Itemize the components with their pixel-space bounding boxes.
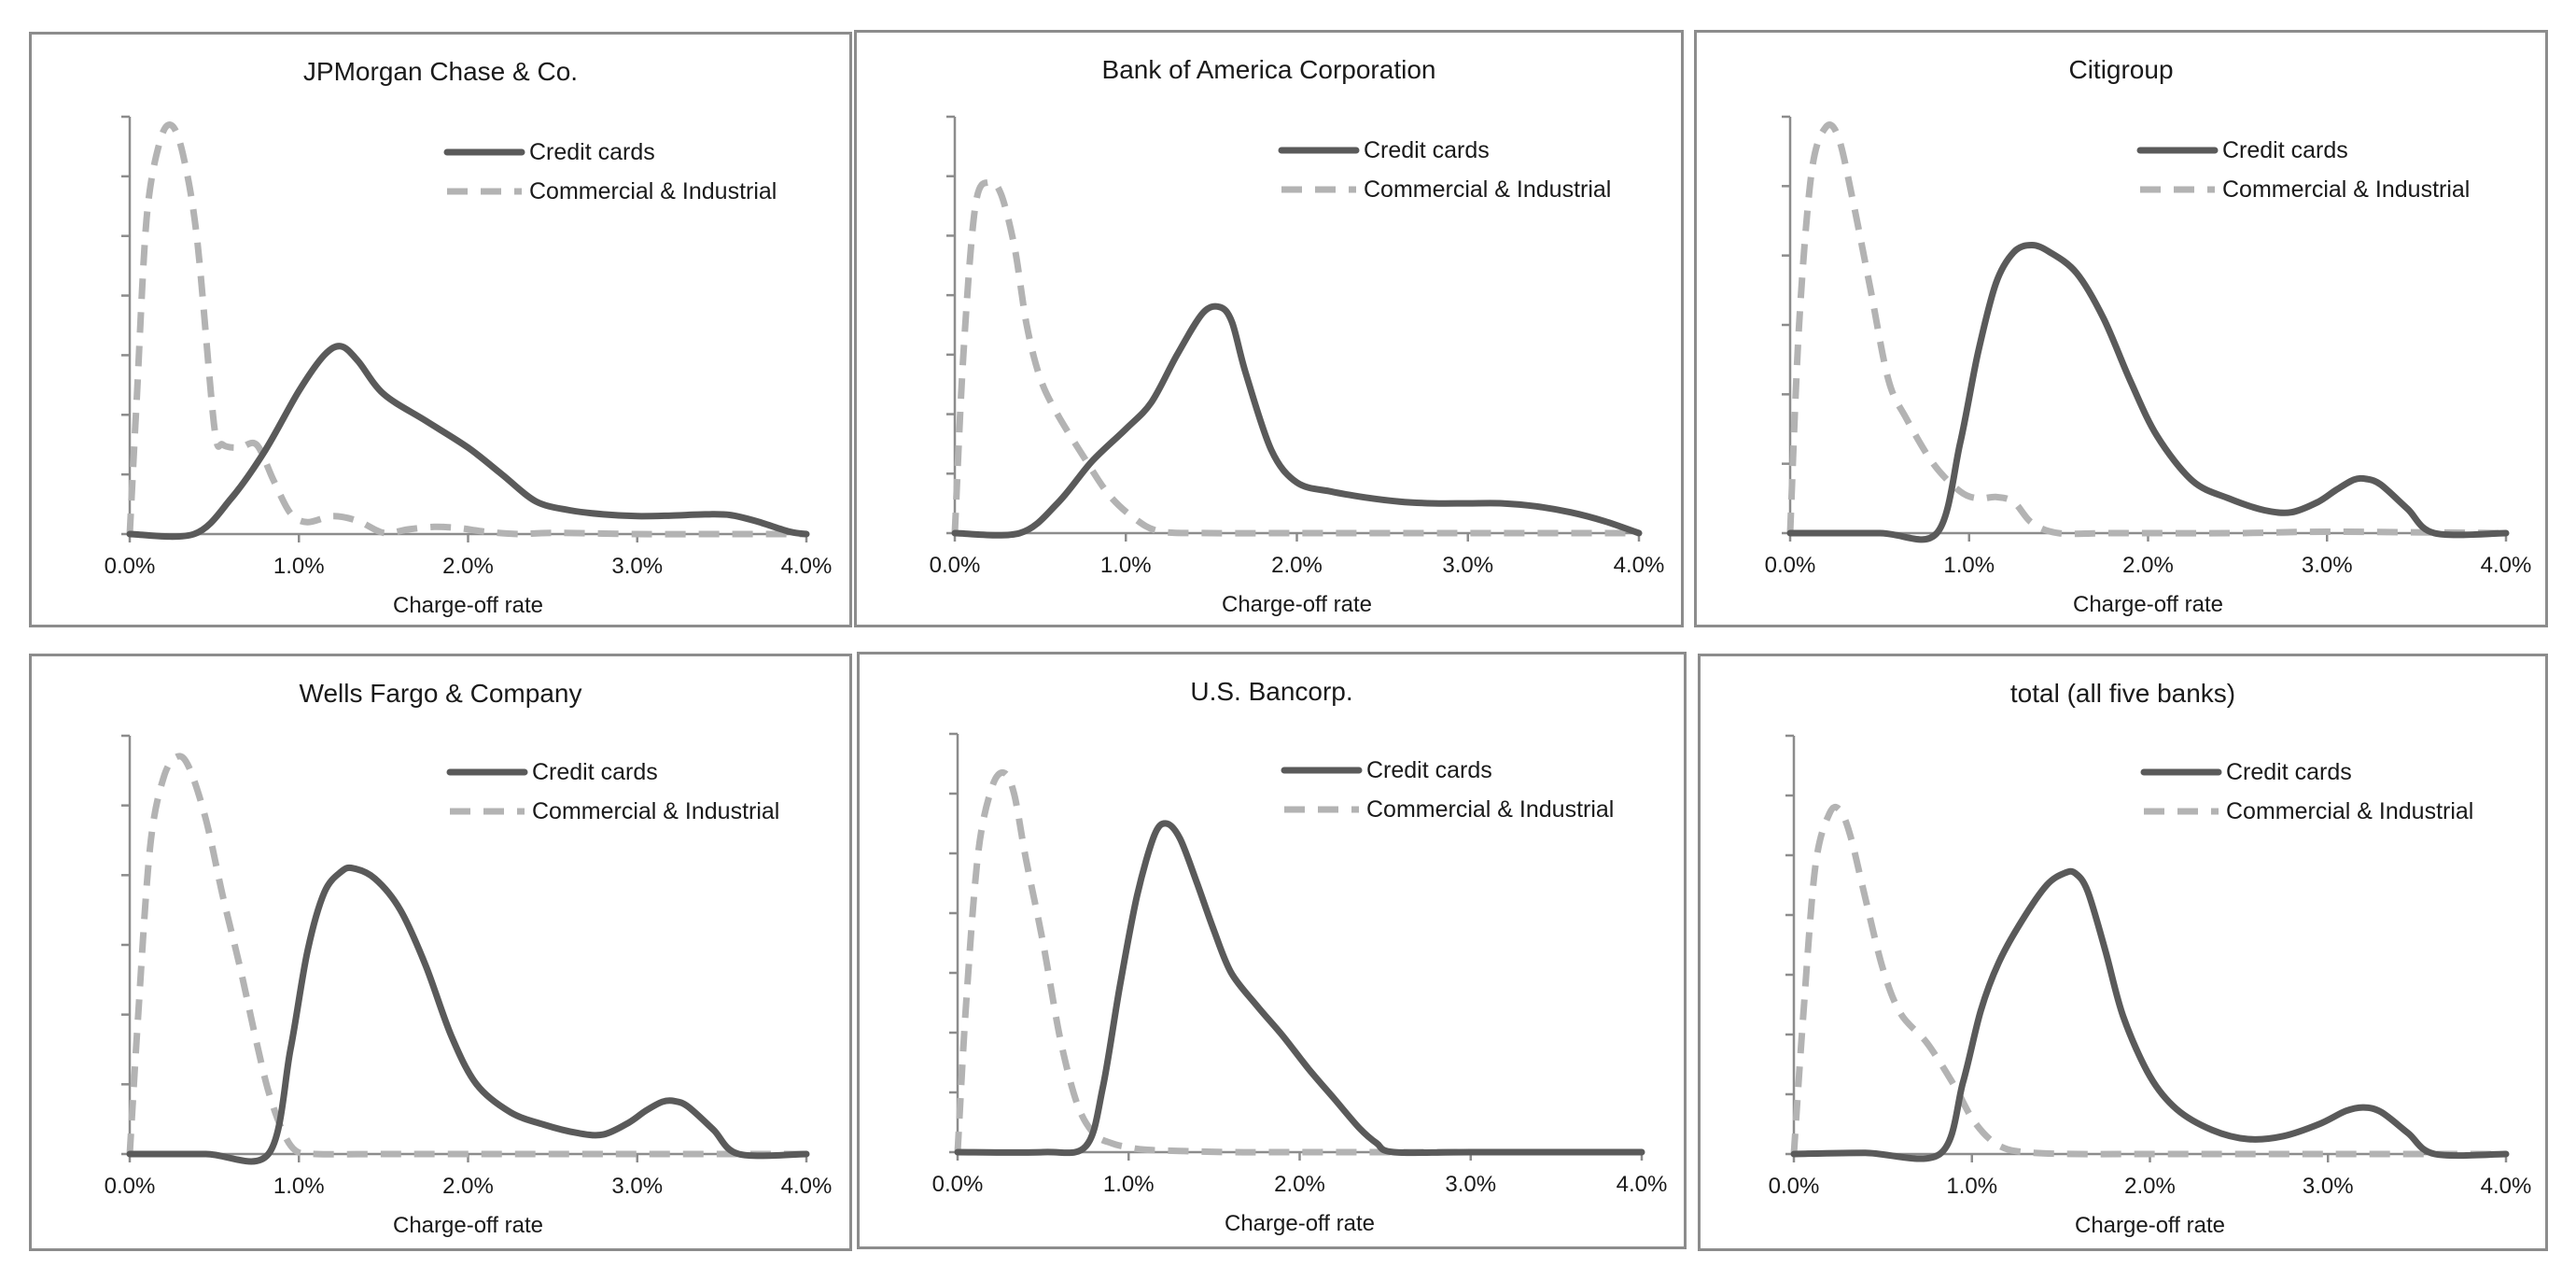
x-tick-label: 3.0% — [1442, 553, 1493, 578]
series-line-credit-cards — [954, 820, 1645, 1157]
x-tick-label: 3.0% — [611, 1174, 663, 1199]
chart-svg: JPMorgan Chase & Co. 0.0% 1.0% 2.0% 3.0% 4.0%… — [105, 57, 833, 618]
panel-citigroup: Citigroup 0.0% 1.0% 2.0% 3.0% 4.0% Charge-off … — [1694, 30, 2548, 627]
x-tick-label: 1.0% — [273, 1174, 325, 1199]
x-tick-label: 3.0% — [611, 554, 663, 579]
series-line-commercial-industrial — [126, 753, 806, 1158]
x-tick-label: 2.0% — [1271, 553, 1323, 578]
series-line-credit-cards — [126, 343, 810, 541]
x-tick-label: 0.0% — [1769, 1174, 1820, 1199]
x-tick-label: 1.0% — [1943, 553, 1995, 578]
x-axis-label: Charge-off rate — [2073, 592, 2223, 617]
x-axis-label: Charge-off rate — [1222, 592, 1372, 617]
series-line-commercial-industrial — [126, 121, 806, 538]
x-tick-label: 2.0% — [2122, 553, 2174, 578]
x-tick-label: 2.0% — [442, 554, 494, 579]
x-axis-label: Charge-off rate — [393, 1213, 543, 1238]
x-tick-label: 1.0% — [273, 554, 325, 579]
legend-label-credit-cards: Credit cards — [2222, 137, 2348, 163]
legend-label-commercial-industrial: Commercial & Industrial — [2222, 176, 2470, 203]
chart-svg: U.S. Bancorp. 0.0% 1.0% 2.0% 3.0% 4.0% Charge-… — [932, 677, 1668, 1236]
chart-svg: Citigroup 0.0% 1.0% 2.0% 3.0% 4.0% Charge-off … — [1765, 55, 2532, 617]
legend-label-commercial-industrial: Commercial & Industrial — [532, 798, 779, 824]
legend-label-commercial-industrial: Commercial & Industrial — [2226, 798, 2473, 824]
x-tick-label: 1.0% — [1100, 553, 1152, 578]
x-tick-label: 4.0% — [1614, 553, 1665, 578]
x-tick-label: 4.0% — [781, 1174, 833, 1199]
series-line-credit-cards — [126, 864, 810, 1165]
series-line-credit-cards — [1790, 867, 2510, 1162]
panel-jpmorgan: JPMorgan Chase & Co. 0.0% 1.0% 2.0% 3.0% 4.0%… — [29, 32, 852, 627]
chart-svg: Bank of America Corporation 0.0% 1.0% 2.0% 3… — [930, 55, 1665, 617]
panel-bank-of-america: Bank of America Corporation 0.0% 1.0% 2.0% 3… — [854, 30, 1684, 627]
x-tick-label: 2.0% — [442, 1174, 494, 1199]
x-tick-label: 0.0% — [932, 1172, 984, 1197]
x-tick-label: 3.0% — [2303, 1174, 2354, 1199]
panel-us-bancorp: U.S. Bancorp. 0.0% 1.0% 2.0% 3.0% 4.0% Charge-… — [857, 652, 1687, 1249]
panel-total: total (all five banks) 0.0% 1.0% 2.0% 3.0% 4.… — [1698, 654, 2548, 1251]
x-tick-label: 0.0% — [930, 553, 981, 578]
legend-label-credit-cards: Credit cards — [529, 139, 655, 165]
series-line-commercial-industrial — [954, 768, 1642, 1156]
chart-title: JPMorgan Chase & Co. — [303, 57, 578, 86]
x-axis-label: Charge-off rate — [1225, 1211, 1375, 1236]
x-axis-label: Charge-off rate — [393, 593, 543, 618]
x-tick-label: 1.0% — [1103, 1172, 1155, 1197]
x-tick-label: 0.0% — [105, 1174, 156, 1199]
chart-title: Citigroup — [2068, 55, 2173, 84]
panel-wells-fargo: Wells Fargo & Company 0.0% 1.0% 2.0% 3.0% 4.0… — [29, 654, 852, 1251]
series-line-commercial-industrial — [1786, 121, 2507, 538]
x-tick-label: 3.0% — [1445, 1172, 1496, 1197]
series-line-commercial-industrial — [951, 178, 1639, 537]
chart-svg: Wells Fargo & Company 0.0% 1.0% 2.0% 3.0% 4.0… — [105, 679, 833, 1238]
chart-svg: total (all five banks) 0.0% 1.0% 2.0% 3.0% 4.… — [1769, 679, 2532, 1238]
legend-label-commercial-industrial: Commercial & Industrial — [529, 178, 777, 204]
legend-label-credit-cards: Credit cards — [532, 759, 658, 785]
legend-label-credit-cards: Credit cards — [1366, 757, 1492, 783]
legend-label-credit-cards: Credit cards — [2226, 759, 2352, 785]
x-tick-label: 3.0% — [2302, 553, 2353, 578]
x-tick-label: 4.0% — [2481, 1174, 2532, 1199]
x-axis-label: Charge-off rate — [2075, 1213, 2225, 1238]
legend-label-commercial-industrial: Commercial & Industrial — [1366, 796, 1614, 823]
legend-label-commercial-industrial: Commercial & Industrial — [1364, 176, 1611, 203]
x-tick-label: 2.0% — [1274, 1172, 1325, 1197]
x-tick-label: 0.0% — [105, 554, 156, 579]
series-line-credit-cards — [951, 303, 1643, 539]
x-tick-label: 1.0% — [1946, 1174, 1997, 1199]
x-tick-label: 4.0% — [2481, 553, 2532, 578]
x-tick-label: 4.0% — [781, 554, 833, 579]
series-line-credit-cards — [1786, 242, 2510, 543]
chart-title: Bank of America Corporation — [1102, 55, 1436, 84]
chart-title: Wells Fargo & Company — [300, 679, 582, 708]
chart-title: total (all five banks) — [2010, 679, 2235, 708]
x-tick-label: 0.0% — [1765, 553, 1816, 578]
series-line-commercial-industrial — [1790, 803, 2506, 1158]
legend-label-credit-cards: Credit cards — [1364, 137, 1490, 163]
chart-title: U.S. Bancorp. — [1190, 677, 1352, 706]
x-tick-label: 4.0% — [1617, 1172, 1668, 1197]
x-tick-label: 2.0% — [2124, 1174, 2176, 1199]
